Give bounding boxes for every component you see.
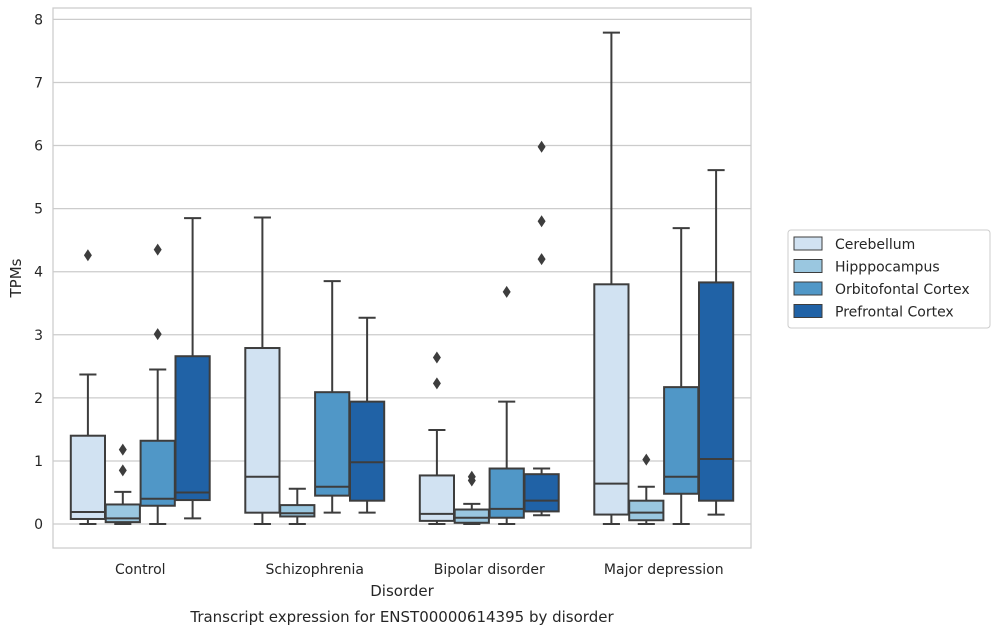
- box-iqr: [174, 355, 211, 502]
- outlier-marker: [537, 215, 546, 228]
- gridlines: [53, 18, 751, 525]
- box-2-0: [139, 243, 176, 526]
- y-tick-label: 4: [34, 265, 43, 281]
- box-iqr: [593, 283, 630, 516]
- outlier-marker: [83, 249, 92, 262]
- legend-label: Cerebellum: [835, 237, 915, 253]
- outlier-marker: [118, 443, 127, 456]
- legend-frame: [787, 229, 991, 329]
- y-tick-label: 2: [34, 391, 43, 407]
- box-2-2: [488, 285, 525, 526]
- legend-swatch: [793, 281, 823, 296]
- legend-swatch: [793, 236, 823, 251]
- x-axis-label: Disorder: [370, 582, 434, 600]
- box-iqr: [488, 467, 525, 519]
- outlier-marker: [467, 470, 476, 483]
- box-iqr: [453, 508, 490, 524]
- box-iqr: [244, 347, 281, 514]
- legend-label: Orbitofontal Cortex: [835, 282, 970, 298]
- y-tick-label: 8: [34, 12, 43, 28]
- outlier-marker: [432, 377, 441, 390]
- box-iqr: [348, 400, 386, 502]
- x-tick-labels: Control Schizophrenia Bipolar disorder Majo…: [115, 562, 724, 578]
- x-tick-label: Major depression: [604, 562, 724, 578]
- box-0-0: [69, 249, 107, 526]
- box-iqr: [104, 503, 141, 524]
- box-iqr: [314, 391, 351, 497]
- boxes: [69, 31, 735, 526]
- outlier-marker: [153, 243, 162, 256]
- box-3-2: [523, 140, 560, 517]
- y-tick-label: 0: [34, 517, 43, 533]
- box-iqr: [523, 473, 560, 513]
- box-iqr: [279, 504, 316, 518]
- box-1-3: [628, 453, 665, 526]
- y-axis-label: TPMs: [7, 258, 25, 298]
- outlier-marker: [642, 453, 651, 466]
- plot-frame: [52, 7, 752, 549]
- box-iqr: [628, 499, 665, 522]
- outlier-marker: [118, 464, 127, 477]
- legend: Cerebellum Hipppocampus Orbitofontal Corte…: [787, 229, 991, 329]
- y-tick-labels: 0 1 2 3 4 5 6 7 8: [34, 12, 43, 533]
- outlier-marker: [502, 285, 511, 298]
- x-tick-label: Schizophrenia: [266, 562, 364, 578]
- outlier-marker: [537, 253, 546, 266]
- legend-swatch: [793, 259, 823, 273]
- box-2-1: [314, 280, 351, 514]
- box-3-1: [348, 316, 386, 514]
- box-1-0: [104, 443, 141, 526]
- legend-swatch: [793, 304, 823, 318]
- box-0-1: [244, 216, 281, 526]
- box-0-2: [418, 351, 456, 526]
- box-iqr: [139, 439, 176, 507]
- y-tick-label: 5: [34, 202, 43, 218]
- box-3-3: [697, 169, 735, 516]
- y-tick-label: 1: [34, 454, 43, 470]
- outlier-marker: [537, 140, 546, 153]
- x-tick-label: Bipolar disorder: [434, 562, 545, 578]
- outlier-marker: [432, 351, 441, 364]
- x-tick-label: Control: [115, 562, 166, 578]
- y-tick-label: 3: [34, 328, 43, 344]
- y-tick-label: 7: [34, 75, 43, 91]
- box-iqr: [69, 434, 107, 520]
- legend-label: Prefrontal Cortex: [835, 305, 954, 321]
- box-3-0: [174, 217, 211, 520]
- legend-label: Hipppocampus: [835, 260, 940, 276]
- y-tick-label: 6: [34, 139, 43, 155]
- outlier-marker: [153, 328, 162, 341]
- box-2-3: [663, 227, 700, 526]
- box-iqr: [697, 281, 735, 502]
- box-1-1: [279, 487, 316, 526]
- chart-caption: Transcript expression for ENST0000061439…: [189, 608, 614, 626]
- box-0-3: [593, 31, 630, 526]
- box-iqr: [663, 386, 700, 495]
